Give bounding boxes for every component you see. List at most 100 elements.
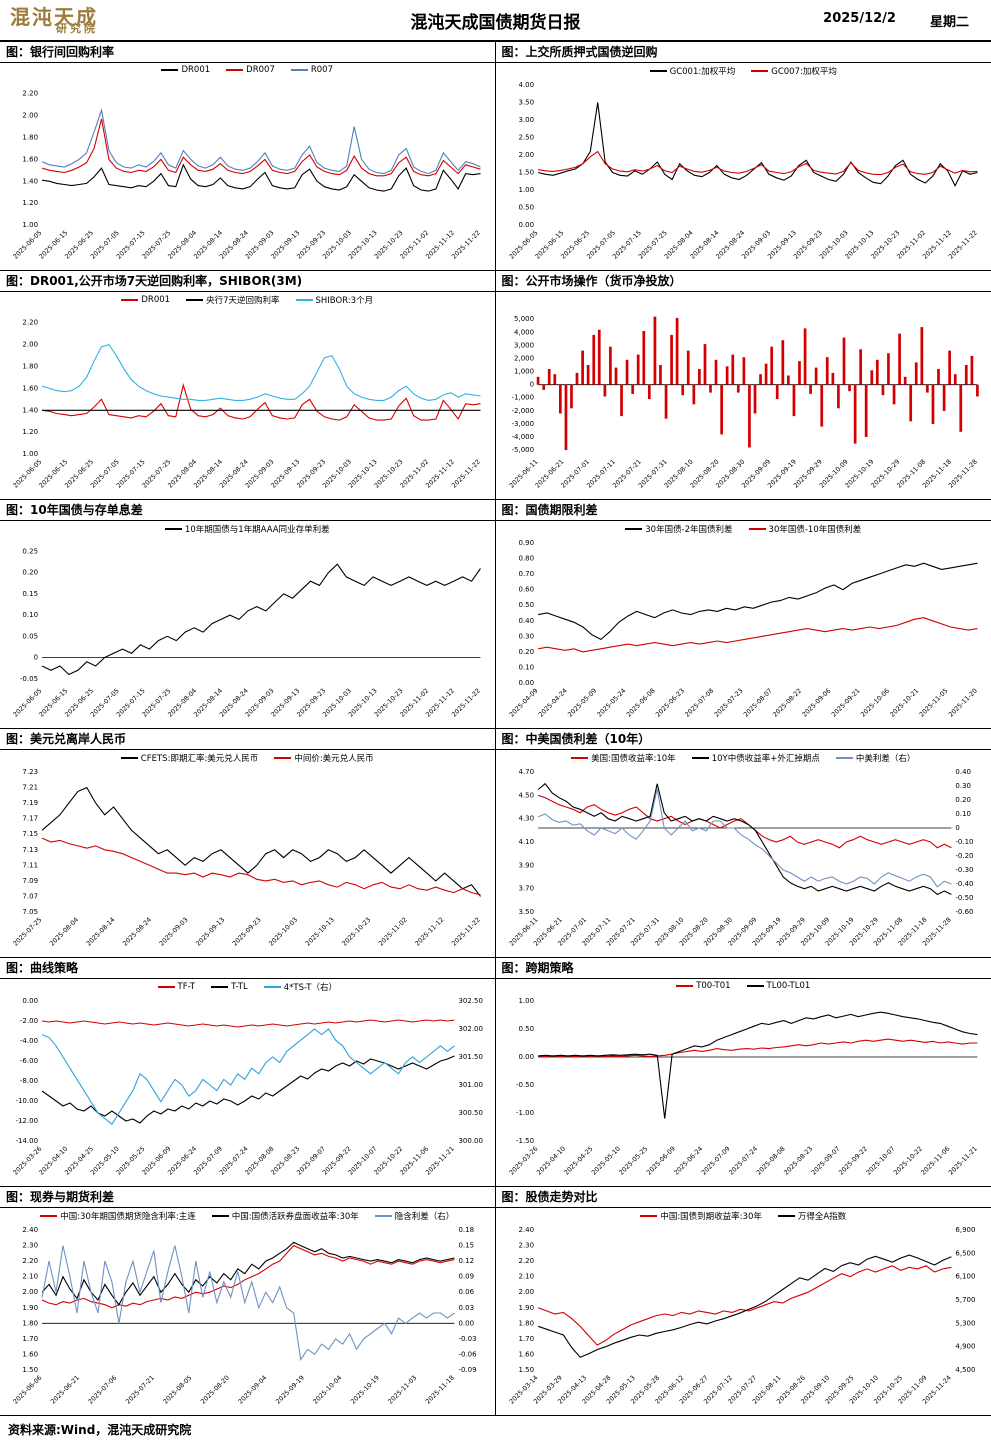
chart-legend: 30年国债-2年国债利差 30年国债-10年国债利差 bbox=[496, 523, 991, 535]
legend-swatch-icon bbox=[748, 528, 766, 530]
svg-text:3.50: 3.50 bbox=[518, 98, 534, 107]
svg-text:2025-11-22: 2025-11-22 bbox=[450, 916, 482, 948]
svg-text:0.10: 0.10 bbox=[22, 611, 38, 619]
svg-text:1.60: 1.60 bbox=[22, 155, 38, 163]
svg-text:1.00: 1.00 bbox=[518, 185, 534, 194]
svg-text:-8.00: -8.00 bbox=[20, 1077, 38, 1085]
legend-swatch-icon bbox=[226, 69, 244, 71]
svg-text:1.00: 1.00 bbox=[22, 221, 38, 229]
svg-text:0.80: 0.80 bbox=[518, 554, 534, 563]
svg-text:4,000: 4,000 bbox=[514, 327, 534, 336]
legend-swatch-icon bbox=[374, 1215, 392, 1217]
svg-text:1.80: 1.80 bbox=[22, 134, 38, 142]
legend-label: DR001 bbox=[141, 295, 171, 305]
svg-text:7.19: 7.19 bbox=[22, 799, 38, 807]
svg-text:0.15: 0.15 bbox=[22, 590, 38, 598]
chart-area: DR001 央行7天逆回购利率 SHIBOR:3个月 2.20 2.00 1.80 1.60… bbox=[0, 292, 495, 499]
svg-text:0: 0 bbox=[529, 380, 533, 389]
svg-text:0.03: 0.03 bbox=[458, 1304, 474, 1312]
svg-text:-0.10: -0.10 bbox=[955, 837, 973, 846]
svg-text:2025-09-21: 2025-09-21 bbox=[829, 687, 861, 719]
svg-text:1.20: 1.20 bbox=[22, 199, 38, 207]
svg-text:-0.03: -0.03 bbox=[458, 1335, 476, 1343]
legend-label: 10年期国债与1年期AAA同业存单利差 bbox=[184, 525, 330, 535]
svg-text:7.23: 7.23 bbox=[22, 768, 38, 776]
legend-item: 30年国债-10年国债利差 bbox=[748, 523, 861, 535]
svg-text:1.90: 1.90 bbox=[22, 1304, 38, 1312]
legend-item: 隐含利差（右） bbox=[374, 1210, 454, 1222]
chart-area: CFETS:即期汇率:美元兑人民币 中间价:美元兑人民币 7.23 7.21 7.19 7… bbox=[0, 750, 495, 957]
svg-text:3.00: 3.00 bbox=[518, 115, 534, 124]
chart-cell-2: 图：上交所质押式国债逆回购 GC001:加权平均 GC007:加权平均 4.00 3.5… bbox=[495, 42, 991, 271]
svg-text:4.30: 4.30 bbox=[518, 814, 534, 823]
legend-item: T-TL bbox=[211, 982, 248, 992]
svg-text:2025-10-03: 2025-10-03 bbox=[267, 916, 299, 948]
chart-area: T00-T01 TL00-TL01 1.00 0.50 0.00 -0.50 -1.00 -1… bbox=[496, 979, 991, 1186]
report-date: 2025/12/2 bbox=[823, 10, 896, 26]
legend-label: GC001:加权平均 bbox=[669, 67, 736, 77]
svg-text:-12.00: -12.00 bbox=[15, 1117, 38, 1125]
legend-swatch-icon bbox=[691, 757, 709, 759]
legend-label: 美国:国债收益率:10年 bbox=[591, 754, 676, 764]
svg-text:2.20: 2.20 bbox=[518, 1256, 534, 1265]
svg-text:2.00: 2.00 bbox=[22, 112, 38, 120]
svg-text:2025-07-25: 2025-07-25 bbox=[12, 916, 44, 948]
svg-text:-14.00: -14.00 bbox=[15, 1137, 38, 1145]
svg-text:2025-11-18: 2025-11-18 bbox=[424, 1374, 456, 1406]
legend-item: TF-T bbox=[157, 982, 195, 992]
svg-text:0.25: 0.25 bbox=[22, 548, 38, 556]
svg-text:2,000: 2,000 bbox=[514, 354, 534, 363]
svg-text:2025-08-22: 2025-08-22 bbox=[771, 687, 803, 719]
chart-title: 图：跨期策略 bbox=[495, 958, 991, 979]
legend-item: 4*TS-T（右） bbox=[263, 981, 337, 993]
svg-text:-0.05: -0.05 bbox=[20, 675, 38, 683]
svg-text:2.50: 2.50 bbox=[518, 133, 534, 142]
svg-text:0.60: 0.60 bbox=[518, 585, 534, 594]
svg-text:7.11: 7.11 bbox=[22, 861, 38, 869]
chart-title: 图：曲线策略 bbox=[0, 958, 495, 979]
svg-text:6,100: 6,100 bbox=[955, 1272, 975, 1281]
svg-text:6,900: 6,900 bbox=[955, 1225, 975, 1234]
legend-item: 中国:国债到期收益率:30年 bbox=[640, 1210, 762, 1222]
legend-swatch-icon bbox=[835, 757, 853, 759]
svg-text:2025-10-19: 2025-10-19 bbox=[349, 1374, 381, 1406]
legend-label: 30年国债-2年国债利差 bbox=[645, 525, 733, 535]
svg-text:0.30: 0.30 bbox=[518, 631, 534, 640]
chart-canvas: 0.00 -2.00 -4.00 -6.00 -8.00 -10.00 -12.00 -14.… bbox=[12, 997, 483, 1177]
svg-text:0.18: 0.18 bbox=[458, 1226, 474, 1234]
svg-text:3.50: 3.50 bbox=[518, 907, 534, 916]
chart-title: 图：中美国债利差（10年） bbox=[495, 729, 991, 750]
legend-item: 美国:国债收益率:10年 bbox=[571, 752, 676, 764]
legend-swatch-icon bbox=[211, 1215, 229, 1217]
chart-legend: T00-T01 TL00-TL01 bbox=[496, 981, 991, 991]
legend-swatch-icon bbox=[746, 985, 764, 987]
legend-item: 中国:国债活跃券盘面收益率:30年 bbox=[211, 1210, 359, 1222]
legend-item: DR007 bbox=[226, 65, 275, 75]
svg-text:0.00: 0.00 bbox=[458, 1319, 474, 1327]
svg-text:7.09: 7.09 bbox=[22, 877, 38, 885]
svg-text:1.50: 1.50 bbox=[518, 1365, 534, 1374]
svg-text:2.20: 2.20 bbox=[22, 319, 38, 327]
svg-text:0.15: 0.15 bbox=[458, 1242, 474, 1250]
chart-area: GC001:加权平均 GC007:加权平均 4.00 3.50 3.00 2.50 2.00… bbox=[496, 63, 991, 270]
svg-text:2025-11-12: 2025-11-12 bbox=[413, 916, 445, 948]
chart-area: TF-T T-TL 4*TS-T（右） 0.00 -2.00 -4.00 -6.00 -8.0… bbox=[0, 979, 495, 1186]
chart-cell-10: 图：跨期策略 T00-T01 TL00-TL01 1.00 0.50 0.00 -0.50 -… bbox=[495, 958, 991, 1187]
chart-area: DR001 DR007 R007 2.20 2.00 1.80 1.60 1.40 1.20 1.… bbox=[0, 63, 495, 270]
svg-text:7.21: 7.21 bbox=[22, 784, 38, 792]
svg-text:2.40: 2.40 bbox=[22, 1226, 38, 1234]
legend-item: 央行7天逆回购利率 bbox=[186, 294, 280, 306]
legend-label: 中国:国债到期收益率:30年 bbox=[660, 1212, 762, 1222]
svg-text:4.10: 4.10 bbox=[518, 837, 534, 846]
legend-item: T00-T01 bbox=[676, 981, 731, 991]
svg-text:7.07: 7.07 bbox=[22, 892, 38, 900]
legend-item: 10Y中债收益率+外汇掉期点 bbox=[691, 752, 820, 764]
svg-text:5,000: 5,000 bbox=[514, 314, 534, 323]
svg-text:1.80: 1.80 bbox=[518, 1318, 534, 1327]
svg-text:2025-11-20: 2025-11-20 bbox=[946, 687, 978, 719]
svg-text:0.70: 0.70 bbox=[518, 569, 534, 578]
legend-item: 万得全A指数 bbox=[777, 1210, 846, 1222]
legend-swatch-icon bbox=[625, 528, 643, 530]
legend-item: 30年国债-2年国债利差 bbox=[625, 523, 733, 535]
chart-title: 图：DR001,公开市场7天逆回购利率，SHIBOR(3M) bbox=[0, 271, 495, 292]
